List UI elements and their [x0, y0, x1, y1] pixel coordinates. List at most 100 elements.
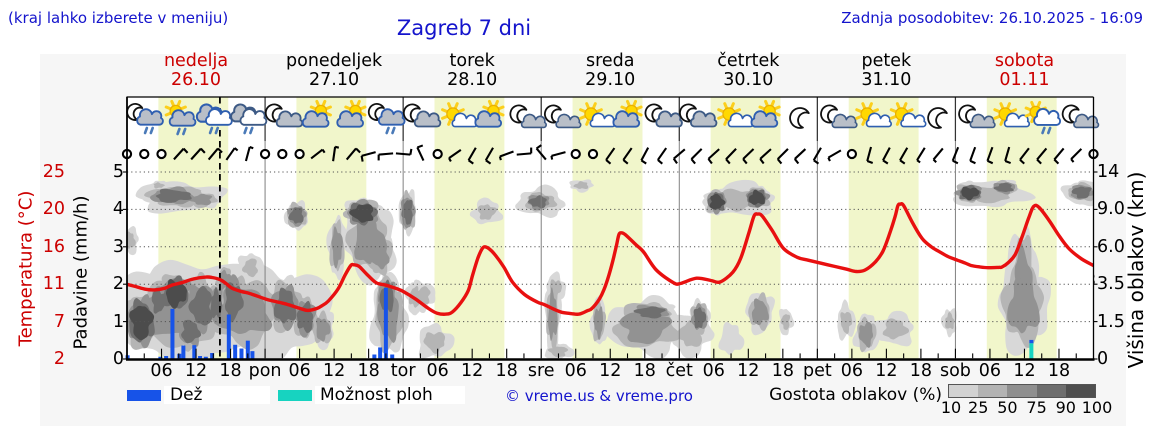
colorbar-label-10: 10	[940, 398, 962, 417]
time-ticks	[123, 171, 1098, 360]
rain-bar	[390, 354, 395, 359]
rain-drops-icon	[243, 126, 254, 135]
cloud-blob	[858, 321, 874, 348]
weather-icon-moon-cloud	[402, 103, 442, 128]
weather-icon-moon-small-cloud	[958, 104, 996, 129]
cloud-blob	[945, 312, 955, 330]
weather-icon-moon	[927, 107, 948, 129]
rain-bar	[239, 348, 244, 359]
weather-icon-sun-cloud	[750, 99, 781, 128]
day-header-ponedeljek: ponedeljek 27.10	[265, 52, 403, 90]
cloud-blob	[241, 258, 258, 278]
wind-barb	[725, 148, 737, 165]
time-tick-5-06: 06	[840, 361, 864, 381]
weather-icon-moon-cloud	[264, 103, 304, 128]
rain-bar	[198, 356, 203, 359]
weather-icon-moon-cloud-rain	[367, 103, 406, 135]
rain-bar	[158, 356, 163, 359]
precip-tick-2: 2	[112, 274, 124, 295]
time-tick-5-18: 18	[909, 361, 933, 381]
wind-barb	[484, 147, 494, 165]
cloudheight-tick-9.0: 9.0	[1097, 199, 1125, 220]
time-tick-1-12: 12	[322, 361, 346, 381]
time-tick-3-06: 06	[564, 361, 587, 381]
wind-barb	[986, 146, 994, 165]
day-name: torek	[449, 51, 495, 71]
cloud-blob	[316, 317, 331, 342]
time-day-sob: sob	[939, 361, 971, 381]
wind-barb	[467, 147, 477, 165]
last-update: Zadnja posodobitev: 26.10.2025 - 16:09	[841, 9, 1143, 27]
weather-icon-sun-small-cloud	[717, 102, 754, 128]
cloud-blob	[693, 307, 707, 329]
cloud-blob	[369, 238, 390, 270]
weather-icon-moon-small-cloud	[820, 104, 858, 129]
cloudheight-tick-6.0: 6.0	[1097, 236, 1125, 257]
day-header-nedelja: nedelja 26.10	[127, 52, 265, 90]
colorbar-seg-0	[949, 385, 979, 397]
wind-barb	[657, 147, 668, 165]
weather-icon-sun-small-cloud	[579, 102, 616, 128]
wind-barb	[173, 147, 189, 161]
cloud-blob	[127, 231, 136, 249]
day-name: sreda	[585, 51, 635, 71]
time-day-pet: pet	[802, 361, 832, 381]
day-date: 27.10	[309, 70, 360, 90]
colorbar-label-75: 75	[1026, 398, 1047, 417]
wind-barb	[605, 147, 616, 165]
time-day-čet: čet	[665, 361, 693, 381]
time-tick-3-18: 18	[633, 361, 656, 381]
wind-barb	[225, 147, 239, 161]
copyright-link[interactable]: © vreme.us & vreme.pro	[505, 387, 693, 405]
wind-barb	[207, 147, 223, 161]
weather-icon-sun-cloud	[301, 99, 332, 128]
weather-icon-sun-small-cloud	[441, 102, 478, 128]
cloud-blob	[573, 181, 589, 189]
colorbar-seg-2	[1007, 385, 1037, 397]
wind-barb	[332, 145, 340, 162]
wind-barb	[535, 144, 547, 161]
wind-barb	[360, 151, 376, 162]
cloudheight-tick-14: 14	[1097, 162, 1120, 182]
rain-legend-swatch	[127, 389, 161, 401]
rain-legend-box	[164, 385, 270, 404]
weather-icon-sun-cloud	[612, 99, 643, 128]
rain-bar	[203, 356, 208, 359]
weather-icon-sun-cloud	[474, 99, 505, 128]
rain-bar	[372, 354, 377, 359]
cloud-blob	[961, 186, 980, 201]
time-day-pon: pon	[248, 361, 282, 381]
rain-bar	[177, 353, 182, 359]
wind-barb-calm	[294, 148, 305, 160]
wind-barb	[1019, 147, 1030, 165]
colorbar-label-25: 25	[968, 398, 989, 417]
rain-drops-icon	[208, 126, 219, 135]
wind-barb	[1053, 147, 1065, 165]
wind-barb	[416, 144, 425, 162]
precip-tick-1: 1	[112, 311, 124, 332]
location-hint[interactable]: (kraj lahko izberete v meniju)	[8, 9, 229, 27]
day-date: 26.10	[170, 70, 222, 90]
day-date: 01.11	[999, 70, 1050, 90]
wind-barb	[776, 148, 789, 165]
weather-icon-sun-cloud	[336, 99, 367, 128]
rain-bar	[192, 345, 197, 359]
weather-icon-moon-small-cloud	[1061, 104, 1100, 129]
rain-bar	[164, 356, 169, 359]
rain-bars	[125, 287, 1034, 359]
shower-bar	[1029, 343, 1034, 359]
cloud-blob	[1071, 186, 1092, 199]
cloud-blob	[288, 207, 304, 224]
colorbar-seg-4	[1065, 385, 1095, 397]
cloud-blob	[840, 311, 853, 334]
page-title: Zagreb 7 dni	[396, 16, 532, 40]
weather-icon-moon-cloud	[644, 103, 683, 128]
cloud-blob	[401, 199, 413, 225]
wind-barb	[759, 148, 772, 165]
weather-icon-moon	[789, 107, 810, 129]
wind-barb	[793, 148, 807, 165]
weather-icon-gray-clouds-rain	[230, 103, 268, 135]
cloud-blob	[633, 306, 666, 319]
wind-barb-calm	[587, 148, 599, 160]
